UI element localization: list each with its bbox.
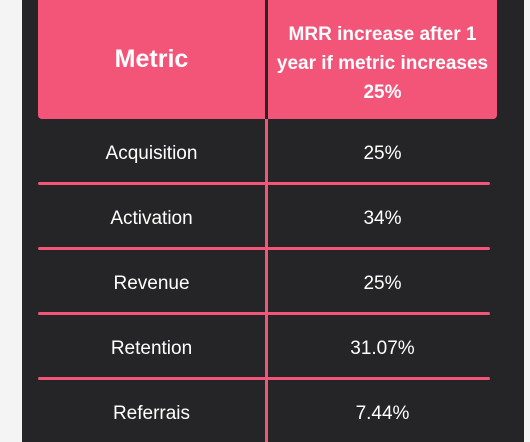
row-divider	[38, 182, 490, 185]
metrics-table: Metric MRR increase after 1 year if metr…	[38, 0, 520, 442]
table-card: Metric MRR increase after 1 year if metr…	[22, 0, 524, 442]
table-header: Metric MRR increase after 1 year if metr…	[38, 0, 497, 119]
table-row: Acquisition 25%	[38, 122, 520, 185]
row-divider	[38, 377, 490, 380]
value-cell: 7.44%	[355, 402, 410, 424]
value-cell: 34%	[363, 207, 402, 229]
metric-cell: Activation	[110, 207, 193, 229]
table-row: Activation 34%	[38, 187, 520, 250]
value-cell: 25%	[363, 272, 402, 294]
header-metric: Metric	[114, 45, 189, 73]
header-mrr-increase: MRR increase after 1 year if metric incr…	[276, 24, 489, 103]
column-divider	[265, 119, 268, 442]
metric-cell: Acquisition	[105, 142, 198, 164]
table-row: Revenue 25%	[38, 252, 520, 315]
value-cell: 31.07%	[350, 337, 415, 359]
row-divider	[38, 312, 490, 315]
row-divider	[38, 247, 490, 250]
value-cell: 25%	[363, 142, 402, 164]
metric-cell: Retention	[110, 337, 193, 359]
table-row: Referrais 7.44%	[38, 382, 520, 442]
metric-cell: Referrais	[112, 402, 191, 424]
table-row: Retention 31.07%	[38, 317, 520, 380]
header-divider	[265, 0, 268, 119]
metric-cell: Revenue	[113, 272, 190, 294]
